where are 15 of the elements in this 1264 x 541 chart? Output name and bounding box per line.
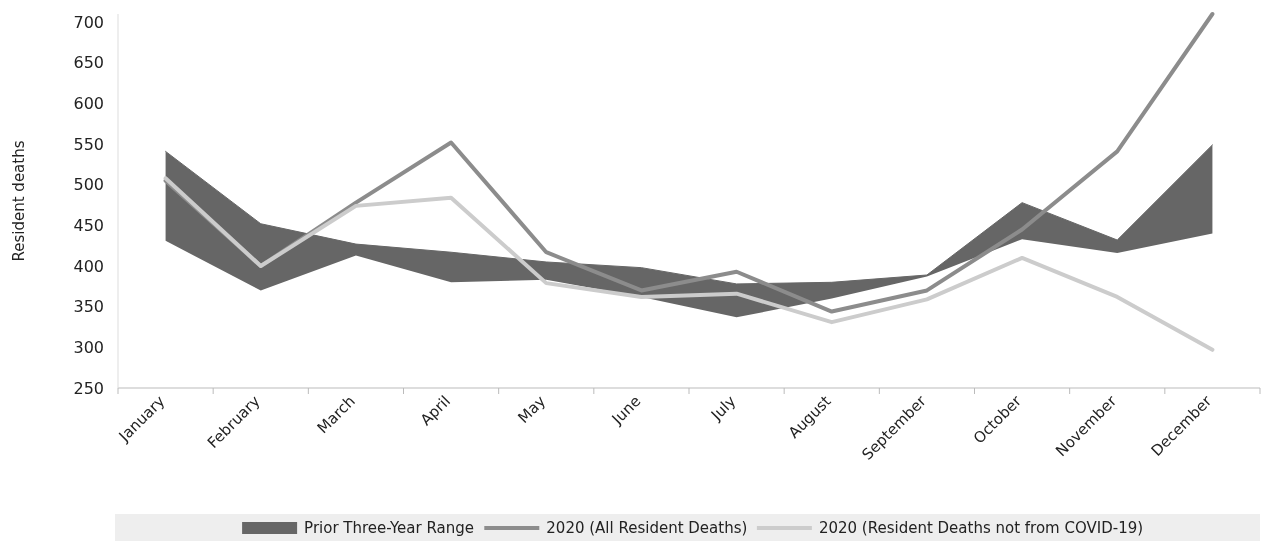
legend-label: 2020 (All Resident Deaths) <box>546 519 748 538</box>
y-tick-label: 700 <box>73 12 104 32</box>
y-tick-label: 550 <box>73 134 104 154</box>
y-tick-label: 300 <box>73 337 104 357</box>
legend-label: 2020 (Resident Deaths not from COVID-19) <box>818 519 1144 538</box>
y-tick-label: 600 <box>73 94 104 114</box>
y-tick-label: 650 <box>73 53 104 73</box>
y-tick-label: 250 <box>73 378 104 398</box>
legend-label: Prior Three-Year Range <box>304 519 475 538</box>
y-tick-label: 500 <box>73 175 104 195</box>
y-axis-title: Resident deaths <box>10 140 28 262</box>
line-series <box>163 176 1215 352</box>
y-tick-label: 450 <box>73 215 104 235</box>
y-tick-label: 350 <box>73 297 104 317</box>
y-tick-label: 400 <box>73 256 104 276</box>
